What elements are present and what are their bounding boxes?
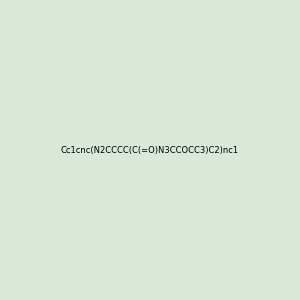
Text: Cc1cnc(N2CCCC(C(=O)N3CCOCC3)C2)nc1: Cc1cnc(N2CCCC(C(=O)N3CCOCC3)C2)nc1	[61, 146, 239, 154]
